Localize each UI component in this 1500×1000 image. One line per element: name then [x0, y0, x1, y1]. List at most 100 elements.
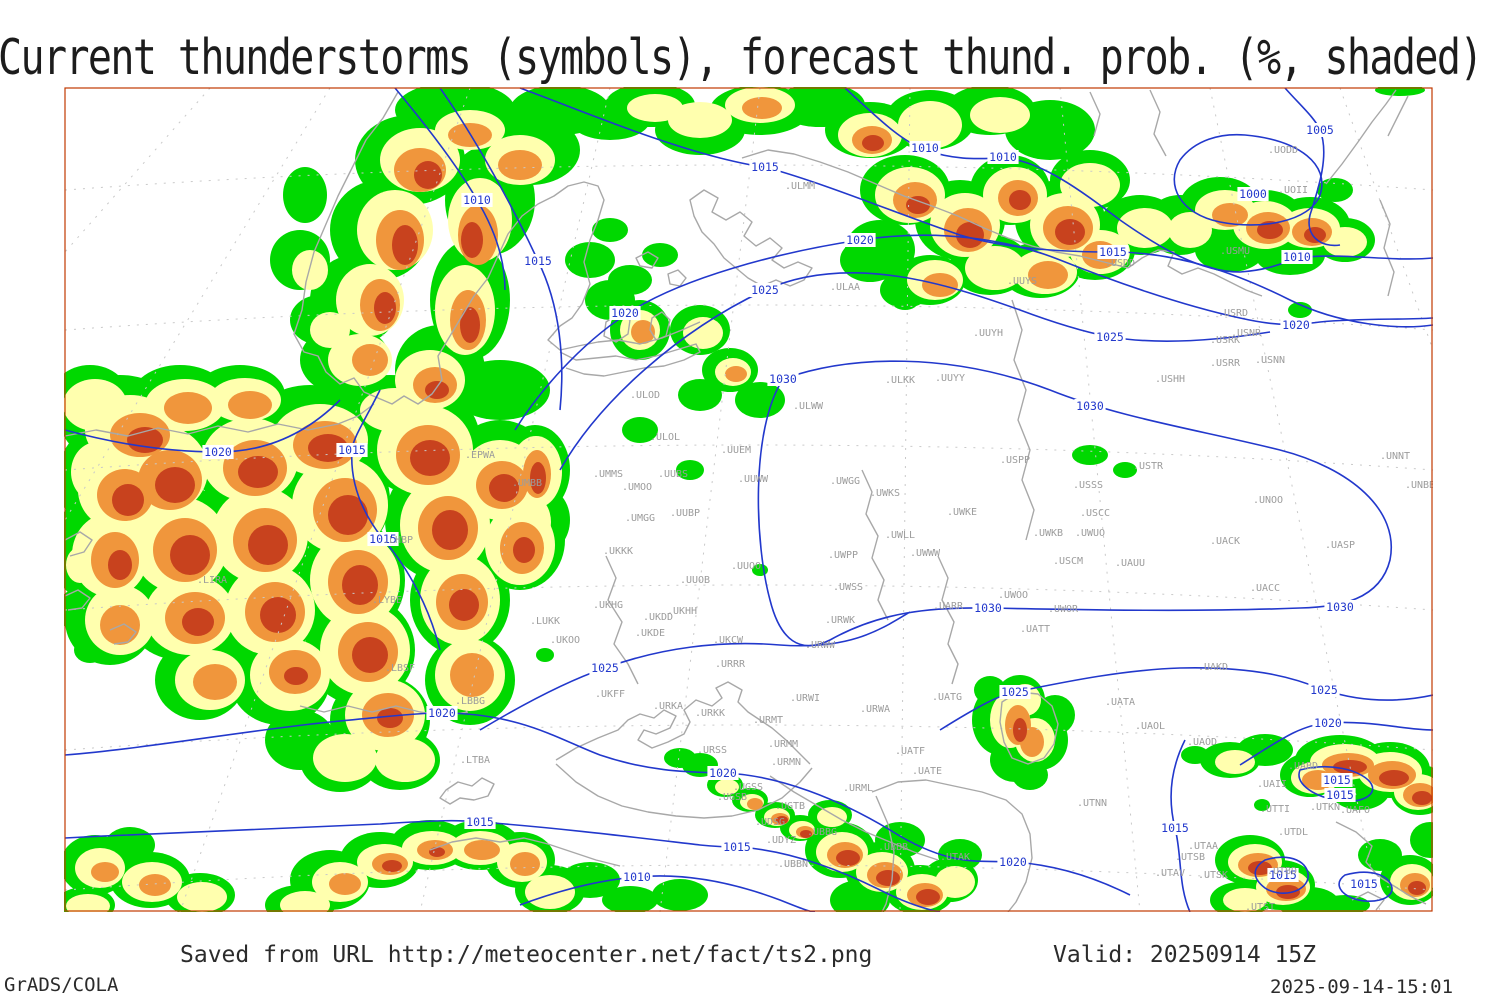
creation-timestamp: 2025-09-14-15:01 [1270, 976, 1454, 998]
prob-shade-red [112, 484, 144, 516]
coastline [635, 251, 687, 287]
station-label: .UATG [932, 692, 962, 703]
station-label: .UWWW [910, 548, 941, 559]
prob-shade-red [374, 292, 396, 324]
station-label: .LHBP [383, 535, 413, 546]
coastline [769, 775, 939, 861]
station-label: .UTKN [1310, 802, 1340, 813]
station-label: .UARR [933, 601, 964, 612]
isobar-label: 1030 [769, 372, 797, 386]
station-label: .UUOO [731, 561, 761, 572]
station-label: .URMN [771, 757, 801, 768]
station-label: .UDYZ [766, 835, 796, 846]
prob-shade-orange [91, 862, 119, 882]
prob-shade-green [875, 822, 925, 858]
isobar-label-box [721, 840, 753, 854]
station-label: .UOII [1278, 185, 1308, 196]
prob-shade-yellow [66, 894, 110, 912]
prob-shade-red [284, 667, 308, 685]
station-label: .UTNN [1077, 798, 1107, 809]
valid-time-caption: Valid: 20250914 15Z [1053, 942, 1317, 968]
prob-shade-red [342, 565, 378, 605]
prob-shade-red [956, 222, 984, 248]
isobar-label: 1030 [974, 601, 1002, 615]
isobar-label: 1015 [1350, 877, 1378, 891]
isobar-line [519, 87, 1433, 328]
coastline [555, 763, 813, 819]
prob-shade-yellow [177, 882, 227, 912]
isobar-label: 1010 [989, 150, 1017, 164]
isobar-label-box [844, 233, 876, 247]
prob-shade-red [460, 307, 480, 343]
prob-shade-red [1379, 770, 1409, 786]
isobar-label-box [461, 193, 493, 207]
isobar-label-box [997, 855, 1029, 869]
map-frame [64, 87, 1433, 912]
prob-shade-orange [329, 873, 361, 895]
coastline [555, 681, 811, 765]
isobar-label-box [1348, 877, 1380, 891]
prob-shade-red [108, 550, 132, 580]
isobar-line [1173, 133, 1323, 226]
isobar-label-layer: 1010101010051000101010151015101010151020… [202, 123, 1380, 891]
station-label: .URWI [790, 693, 820, 704]
prob-shade-green [664, 748, 696, 768]
prob-shade-green [938, 839, 982, 871]
prob-shade-green [676, 460, 704, 480]
prob-shade-red [513, 537, 535, 563]
coastline [429, 777, 621, 867]
station-label: .URWW [805, 640, 836, 651]
station-label: .USRD [1218, 308, 1248, 319]
station-label: .UAUU [1115, 558, 1145, 569]
prob-shade-red [1276, 885, 1300, 899]
station-label: .UBBN [778, 859, 808, 870]
station-label: .URMT [753, 715, 783, 726]
isobar-label-box [1324, 788, 1356, 802]
isobar-label-box [987, 150, 1019, 164]
prob-shade-red [1408, 881, 1426, 895]
isobar-label: 1015 [1323, 773, 1351, 787]
graticule-line [64, 584, 1433, 611]
coastline [377, 181, 701, 405]
station-label: .UKHG [593, 600, 623, 611]
isobar-line [519, 875, 816, 912]
prob-shade-yellow [310, 312, 350, 348]
station-label: .UGSB [717, 792, 747, 803]
prob-shade-yellow [1060, 163, 1120, 207]
coastline [293, 91, 399, 399]
prob-shade-red [155, 467, 195, 503]
coastline [1379, 199, 1395, 297]
isobar-label: 1015 [1099, 245, 1127, 259]
isobar-label: 1010 [623, 870, 651, 884]
prob-shade-green [642, 243, 678, 267]
prob-shade-yellow [280, 891, 330, 912]
station-label: .UKDD [643, 612, 673, 623]
station-label: .URKK [695, 708, 725, 719]
isobar-label: 1030 [1076, 399, 1104, 413]
isobar-line [350, 389, 441, 651]
coastline [1011, 299, 1035, 541]
station-label: .URMM [768, 739, 798, 750]
station-label-layer: .ULMM .USDD .USMU .UODD .UOII .ULAA .UUYS .USRD… [197, 145, 1433, 912]
station-label: .UKFF [595, 689, 625, 700]
isobar-line [479, 611, 911, 731]
prob-shade-orange [510, 852, 540, 876]
isobar-label: 1010 [463, 193, 491, 207]
station-label: .UDSG [755, 817, 785, 828]
prob-shade-orange [498, 150, 542, 180]
chart-title: Current thunderstorms (symbols), forecas… [0, 30, 1483, 87]
isobar-label-box [1312, 716, 1344, 730]
station-label: .URRR [715, 659, 746, 670]
station-label: .USRK [1210, 335, 1240, 346]
station-label: .USDD [1105, 258, 1135, 269]
station-label: .UNBB [1405, 480, 1433, 491]
station-label: .UTSK [1198, 870, 1228, 881]
isobar-label: 1010 [1283, 250, 1311, 264]
isobar-label-box [749, 283, 781, 297]
prob-shade-green [1254, 799, 1270, 811]
station-label: .LBSF [385, 663, 415, 674]
station-label: .UWUO [1075, 528, 1105, 539]
prob-shade-red [461, 222, 483, 258]
isobar-line [64, 712, 1131, 896]
station-label: .UTDL [1278, 827, 1308, 838]
